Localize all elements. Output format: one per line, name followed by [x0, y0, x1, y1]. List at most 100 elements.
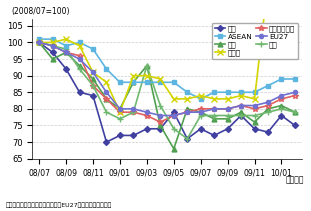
中国: [266, 108, 270, 110]
中国: [158, 124, 162, 127]
EU27: [172, 114, 176, 117]
米国: [91, 84, 95, 87]
ASEAN: [64, 45, 68, 47]
米国: [37, 41, 41, 44]
インド: [226, 98, 230, 100]
ユーロ圏域内: [266, 104, 270, 107]
中国: [293, 111, 297, 114]
ASEAN: [172, 81, 176, 84]
米国: [51, 45, 54, 47]
ユーロ圏域内: [145, 114, 149, 117]
ASEAN: [239, 91, 243, 93]
日本: [158, 127, 162, 130]
中国: [64, 51, 68, 54]
ユーロ圏域内: [158, 121, 162, 123]
米国: [212, 114, 216, 117]
日本: [172, 111, 176, 114]
米国: [266, 111, 270, 114]
EU27: [185, 111, 189, 114]
米国: [293, 111, 297, 114]
日本: [78, 91, 81, 93]
中国: [226, 118, 230, 120]
中国: [91, 78, 95, 80]
中国: [280, 104, 283, 107]
ASEAN: [51, 38, 54, 40]
中国: [185, 108, 189, 110]
米国: [226, 114, 230, 117]
Line: 日本: 日本: [37, 40, 297, 144]
EU27: [37, 41, 41, 44]
ユーロ圏域内: [239, 104, 243, 107]
中国: [145, 64, 149, 67]
EU27: [253, 104, 256, 107]
EU27: [91, 71, 95, 74]
ASEAN: [158, 81, 162, 84]
インド: [239, 94, 243, 97]
インド: [172, 98, 176, 100]
ユーロ圏域内: [226, 108, 230, 110]
インド: [185, 98, 189, 100]
EU27: [145, 111, 149, 114]
中国: [199, 111, 202, 114]
EU27: [239, 104, 243, 107]
EU27: [293, 91, 297, 93]
EU27: [280, 94, 283, 97]
Line: 米国: 米国: [36, 40, 298, 142]
EU27: [51, 45, 54, 47]
日本: [91, 94, 95, 97]
ASEAN: [226, 91, 230, 93]
日本: [185, 138, 189, 140]
インド: [51, 41, 54, 44]
日本: [145, 127, 149, 130]
ユーロ圏域内: [212, 108, 216, 110]
中国: [212, 118, 216, 120]
米国: [199, 114, 202, 117]
米国: [158, 104, 162, 107]
ユーロ圏域内: [64, 51, 68, 54]
インド: [132, 74, 135, 77]
日本: [293, 124, 297, 127]
インド: [199, 94, 202, 97]
インド: [253, 98, 256, 100]
インド: [64, 38, 68, 40]
Line: EU27: EU27: [37, 40, 297, 118]
Legend: 日本, ASEAN, 中国, インド, ユーロ圏域内, EU27, 米国: 日本, ASEAN, 中国, インド, ユーロ圏域内, EU27, 米国: [212, 23, 298, 59]
中国: [172, 147, 176, 150]
ユーロ圏域内: [104, 98, 108, 100]
ASEAN: [78, 41, 81, 44]
中国: [132, 81, 135, 84]
EU27: [104, 91, 108, 93]
ASEAN: [104, 68, 108, 70]
中国: [104, 98, 108, 100]
日本: [64, 68, 68, 70]
EU27: [78, 58, 81, 60]
中国: [37, 41, 41, 44]
Line: 中国: 中国: [37, 40, 297, 151]
インド: [37, 41, 41, 44]
日本: [253, 127, 256, 130]
インド: [280, 5, 283, 7]
日本: [199, 127, 202, 130]
ユーロ圏域内: [91, 84, 95, 87]
中国: [253, 121, 256, 123]
ASEAN: [266, 84, 270, 87]
ユーロ圏域内: [78, 54, 81, 57]
米国: [145, 64, 149, 67]
EU27: [266, 101, 270, 103]
ユーロ圏域内: [37, 41, 41, 44]
日本: [212, 134, 216, 137]
インド: [104, 81, 108, 84]
インド: [293, 5, 297, 7]
ASEAN: [118, 81, 122, 84]
ASEAN: [132, 81, 135, 84]
EU27: [226, 108, 230, 110]
日本: [226, 127, 230, 130]
ユーロ圏域内: [118, 111, 122, 114]
ASEAN: [199, 98, 202, 100]
日本: [37, 41, 41, 44]
インド: [118, 111, 122, 114]
米国: [118, 118, 122, 120]
米国: [185, 138, 189, 140]
ASEAN: [37, 38, 41, 40]
米国: [253, 114, 256, 117]
